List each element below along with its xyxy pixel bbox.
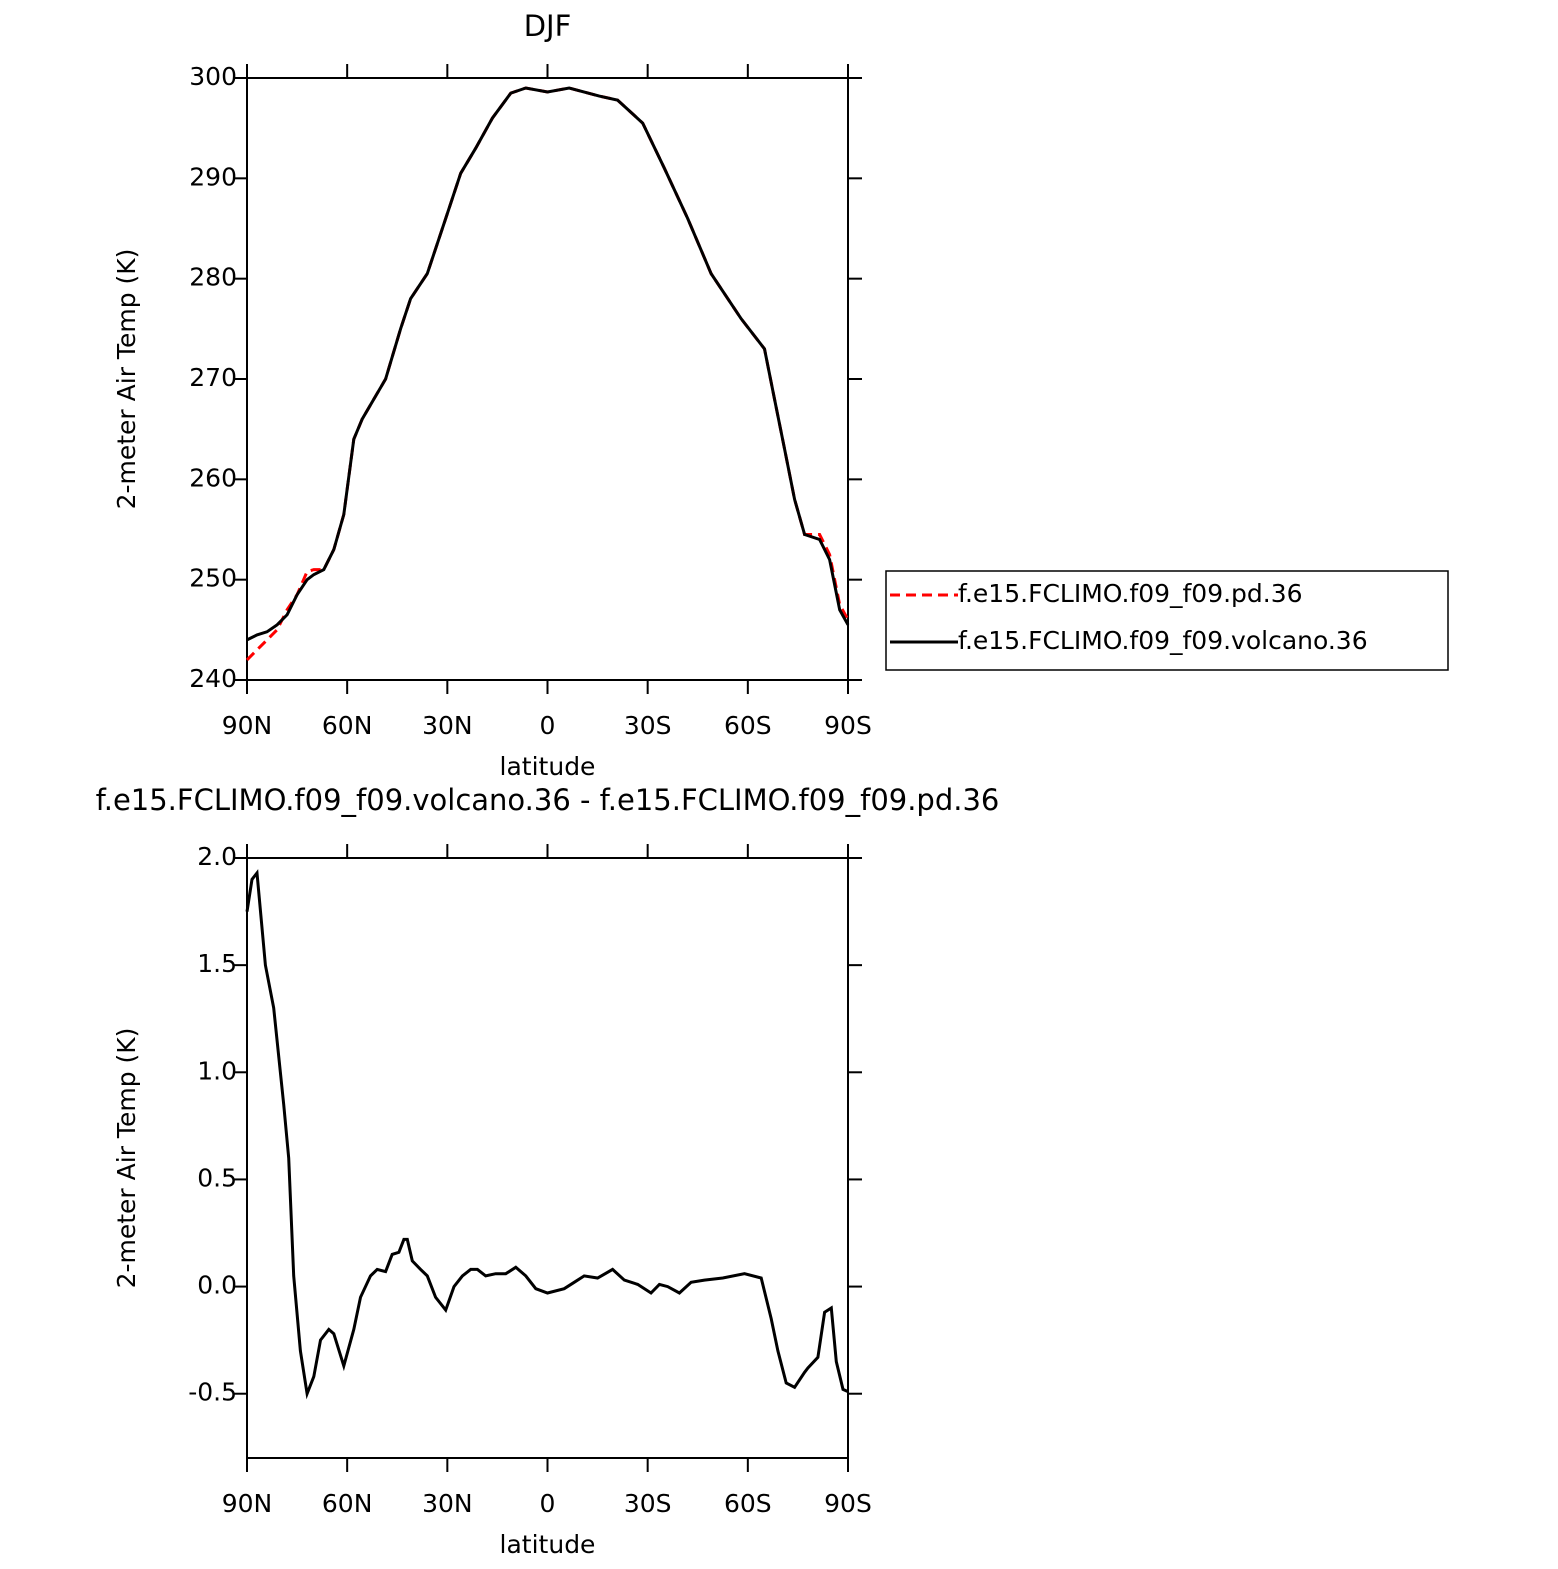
y-tick-label: 240: [189, 664, 237, 693]
legend-box: [885, 570, 1449, 671]
x-tick-label: 90N: [222, 1489, 273, 1518]
chart-title: DJF: [524, 9, 572, 43]
y-tick-label: 1.0: [197, 1056, 237, 1085]
x-axis-label: latitude: [500, 752, 596, 781]
legend-label: f.e15.FCLIMO.f09_f09.pd.36: [958, 579, 1303, 608]
y-tick-label: 1.5: [197, 949, 237, 978]
x-tick-label: 30S: [624, 1489, 672, 1518]
y-tick-label: 0.0: [197, 1271, 237, 1300]
x-tick-label: 90N: [222, 711, 273, 740]
y-tick-label: 2.0: [197, 842, 237, 871]
legend-label: f.e15.FCLIMO.f09_f09.volcano.36: [958, 626, 1368, 655]
data-line: [245, 86, 850, 661]
x-tick-label: 60S: [724, 1489, 772, 1518]
data-line: [245, 869, 849, 1400]
plot-frame: [246, 77, 849, 681]
y-tick-label: 0.5: [197, 1163, 237, 1192]
data-line: [246, 86, 850, 642]
y-tick-label: 280: [189, 263, 237, 292]
x-tick-label: 60N: [322, 1489, 373, 1518]
x-tick-label: 30S: [624, 711, 672, 740]
x-tick-label: 90S: [824, 711, 872, 740]
y-tick-label: 300: [189, 62, 237, 91]
y-tick-label: 270: [189, 363, 237, 392]
plot-frame: [246, 857, 849, 1459]
y-tick-label: 290: [189, 162, 237, 191]
x-tick-label: 60N: [322, 711, 373, 740]
y-tick-label: 260: [189, 463, 237, 492]
x-tick-label: 30N: [422, 1489, 473, 1518]
x-tick-label: 30N: [422, 711, 473, 740]
x-tick-label: 60S: [724, 711, 772, 740]
x-tick-label: 0: [540, 1489, 556, 1518]
y-axis-label: 2-meter Air Temp (K): [112, 249, 141, 510]
x-axis-label: latitude: [500, 1530, 596, 1559]
y-axis-label: 2-meter Air Temp (K): [112, 1028, 141, 1289]
x-tick-label: 0: [540, 711, 556, 740]
chart-title: f.e15.FCLIMO.f09_f09.volcano.36 - f.e15.…: [96, 783, 1000, 817]
y-tick-label: 250: [189, 564, 237, 593]
x-tick-label: 90S: [824, 1489, 872, 1518]
y-tick-label: -0.5: [188, 1378, 237, 1407]
